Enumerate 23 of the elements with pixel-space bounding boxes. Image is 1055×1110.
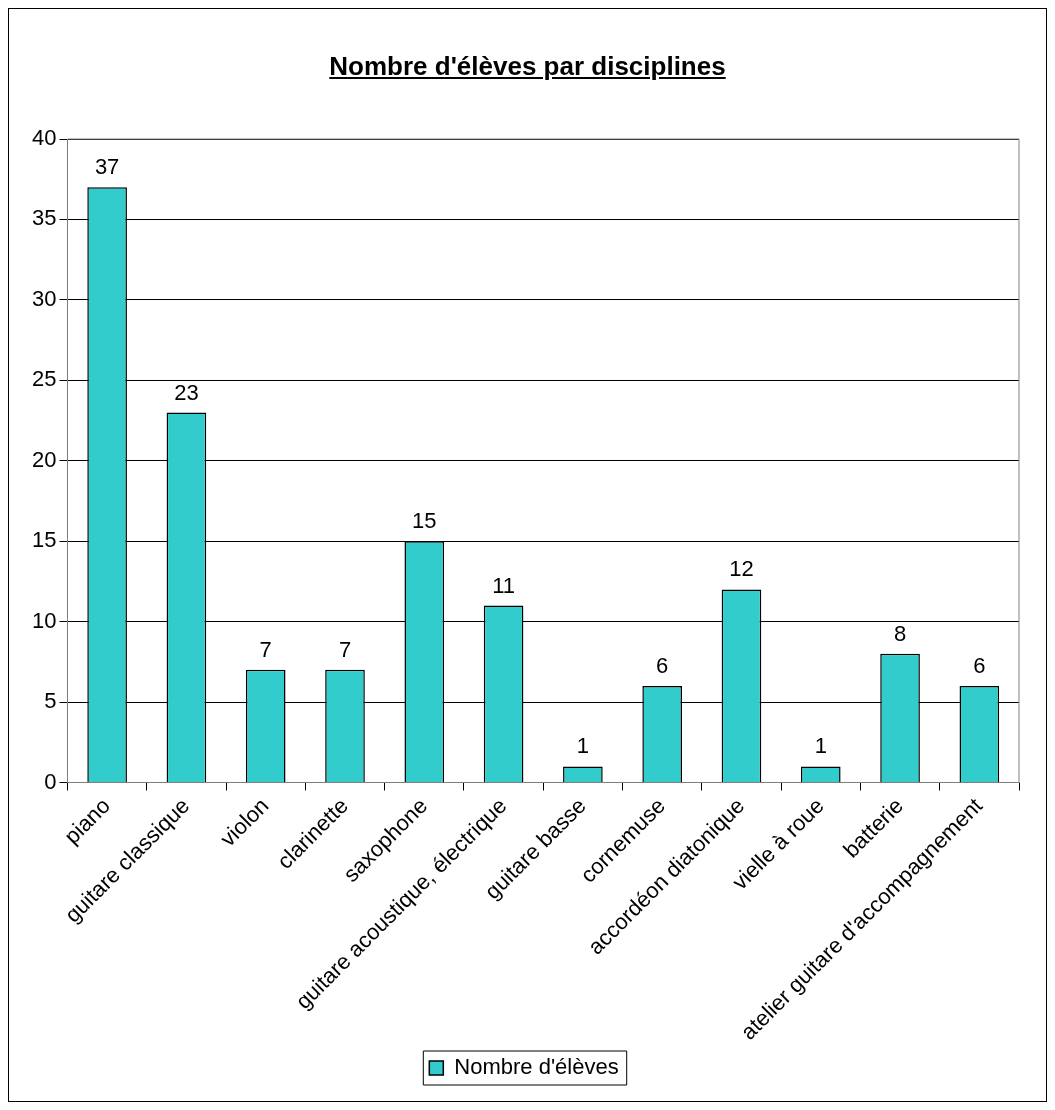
y-tick-label: 40 [31, 125, 57, 151]
data-label: 23 [174, 379, 199, 405]
y-tick-label: 0 [44, 768, 57, 794]
y-tick-label: 25 [31, 366, 57, 392]
data-label: 11 [492, 572, 516, 598]
data-label: 37 [94, 154, 120, 180]
data-label: 1 [814, 733, 827, 759]
y-tick-label: 15 [31, 527, 57, 553]
data-label: 6 [973, 653, 986, 679]
data-label: 7 [259, 636, 272, 662]
y-tick-label: 30 [31, 285, 57, 311]
y-tick-label: 35 [31, 205, 57, 231]
legend-label: Nombre d'élèves [454, 1054, 619, 1080]
data-label: 8 [893, 620, 907, 646]
y-tick-label: 5 [44, 688, 57, 714]
data-label: 7 [338, 636, 352, 662]
data-label: 1 [576, 733, 590, 759]
chart-title: Nombre d'élèves par disciplines [328, 50, 727, 83]
y-tick-label: 20 [31, 446, 57, 472]
data-label: 12 [729, 556, 754, 582]
y-tick-label: 10 [31, 607, 57, 633]
data-label: 6 [656, 653, 669, 679]
data-label: 15 [412, 508, 437, 534]
